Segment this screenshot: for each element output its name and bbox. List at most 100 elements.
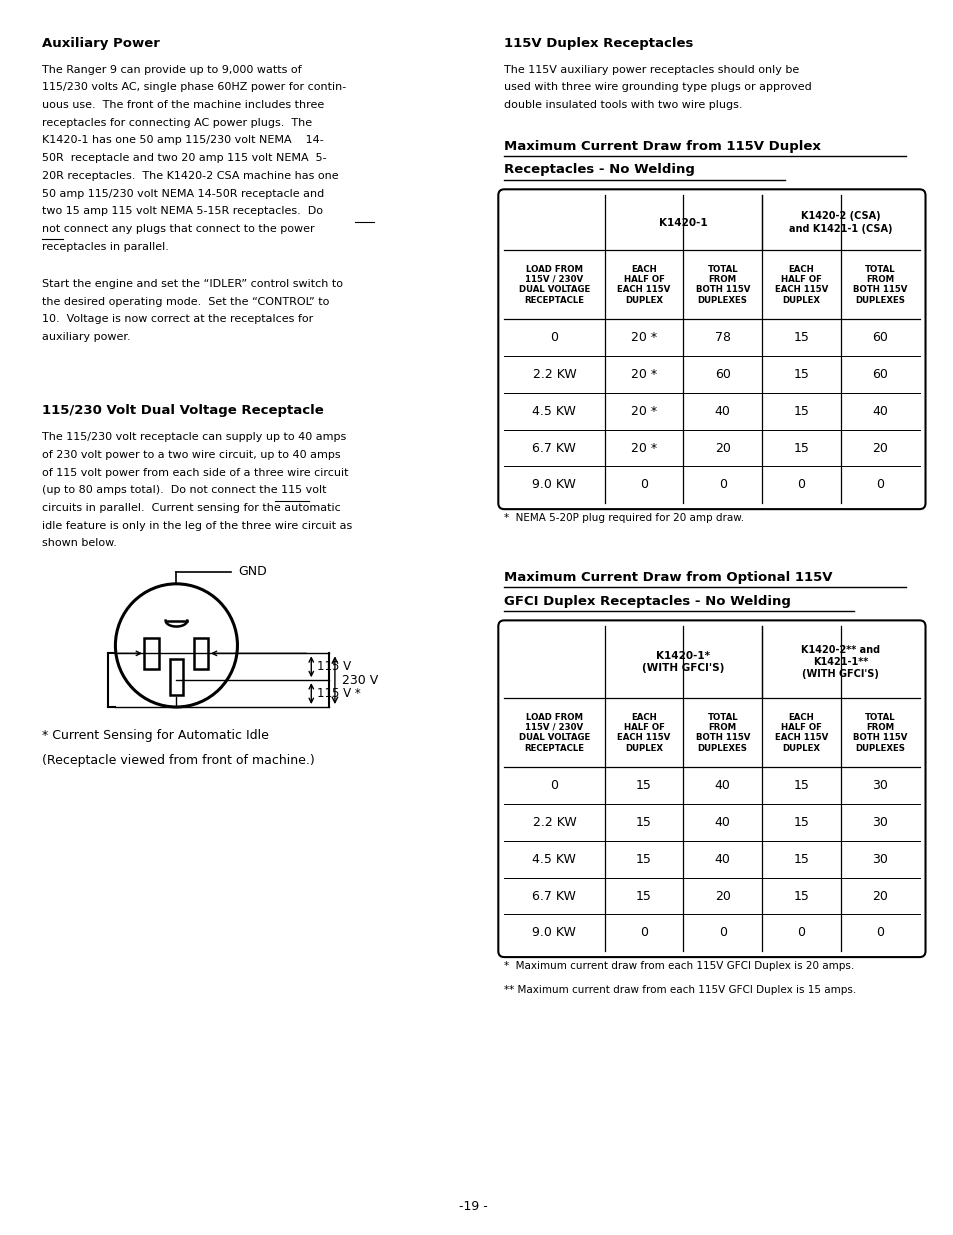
Text: 30: 30	[871, 852, 887, 866]
Text: 15: 15	[793, 852, 808, 866]
Text: (up to 80 amps total).  Do not connect the 115 volt: (up to 80 amps total). Do not connect th…	[42, 485, 326, 495]
Text: The 115V auxiliary power receptacles should only be: The 115V auxiliary power receptacles sho…	[504, 64, 799, 75]
Text: K1420-1*
(WITH GFCI'S): K1420-1* (WITH GFCI'S)	[641, 651, 723, 673]
Text: 20R receptacles.  The K1420-2 CSA machine has one: 20R receptacles. The K1420-2 CSA machine…	[42, 170, 338, 180]
Text: not connect any plugs that connect to the power: not connect any plugs that connect to th…	[42, 224, 314, 233]
Text: two 15 amp 115 volt NEMA 5-15R receptacles.  Do: two 15 amp 115 volt NEMA 5-15R receptacl…	[42, 206, 322, 216]
Text: *  Maximum current draw from each 115V GFCI Duplex is 20 amps.: * Maximum current draw from each 115V GF…	[504, 961, 854, 971]
Text: 20: 20	[871, 889, 887, 903]
Text: idle feature is only in the leg of the three wire circuit as: idle feature is only in the leg of the t…	[42, 521, 352, 531]
Text: 9.0 KW: 9.0 KW	[532, 926, 576, 940]
Text: 4.5 KW: 4.5 KW	[532, 405, 576, 417]
Text: 6.7 KW: 6.7 KW	[532, 442, 576, 454]
Text: 0: 0	[550, 331, 558, 345]
Text: uous use.  The front of the machine includes three: uous use. The front of the machine inclu…	[42, 100, 323, 110]
Text: 15: 15	[793, 779, 808, 793]
Text: TOTAL
FROM
BOTH 115V
DUPLEXES: TOTAL FROM BOTH 115V DUPLEXES	[695, 264, 749, 305]
Text: 15: 15	[636, 889, 651, 903]
Text: -19 -: -19 -	[458, 1200, 488, 1213]
Text: 15: 15	[793, 816, 808, 829]
Text: 115/230 volts AC, single phase 60HZ power for contin-: 115/230 volts AC, single phase 60HZ powe…	[42, 83, 345, 93]
Text: TOTAL
FROM
BOTH 115V
DUPLEXES: TOTAL FROM BOTH 115V DUPLEXES	[852, 713, 906, 752]
Text: K1420-1: K1420-1	[659, 217, 707, 227]
Text: 15: 15	[793, 442, 808, 454]
Text: 40: 40	[714, 779, 730, 793]
Text: 0: 0	[718, 926, 726, 940]
Text: EACH
HALF OF
EACH 115V
DUPLEX: EACH HALF OF EACH 115V DUPLEX	[774, 713, 827, 752]
Text: 50R  receptacle and two 20 amp 115 volt NEMA  5-: 50R receptacle and two 20 amp 115 volt N…	[42, 153, 326, 163]
Text: Start the engine and set the “IDLER” control switch to: Start the engine and set the “IDLER” con…	[42, 279, 342, 289]
Text: 0: 0	[639, 478, 647, 492]
Text: * Current Sensing for Automatic Idle: * Current Sensing for Automatic Idle	[42, 729, 268, 742]
Text: 0: 0	[639, 926, 647, 940]
Text: K1420-2** and
K1421-1**
(WITH GFCI'S): K1420-2** and K1421-1** (WITH GFCI'S)	[801, 645, 880, 679]
Text: Maximum Current Draw from Optional 115V: Maximum Current Draw from Optional 115V	[504, 571, 832, 584]
Text: ** Maximum current draw from each 115V GFCI Duplex is 15 amps.: ** Maximum current draw from each 115V G…	[504, 984, 856, 995]
Text: receptacles for connecting AC power plugs.  The: receptacles for connecting AC power plug…	[42, 117, 312, 127]
Text: 15: 15	[636, 816, 651, 829]
Text: 230 V: 230 V	[341, 673, 377, 687]
Text: 15: 15	[636, 852, 651, 866]
Text: 115/230 Volt Dual Voltage Receptacle: 115/230 Volt Dual Voltage Receptacle	[42, 404, 323, 417]
Text: 60: 60	[714, 368, 730, 382]
Text: 0: 0	[718, 478, 726, 492]
Text: K1420-2 (CSA)
and K1421-1 (CSA): K1420-2 (CSA) and K1421-1 (CSA)	[788, 211, 892, 233]
Text: 15: 15	[793, 405, 808, 417]
Text: GFCI Duplex Receptacles - No Welding: GFCI Duplex Receptacles - No Welding	[504, 594, 790, 608]
Text: 9.0 KW: 9.0 KW	[532, 478, 576, 492]
Text: 20 *: 20 *	[630, 368, 657, 382]
Text: 78: 78	[714, 331, 730, 345]
Text: 15: 15	[793, 331, 808, 345]
Text: 115V Duplex Receptacles: 115V Duplex Receptacles	[504, 37, 693, 49]
Text: 15: 15	[793, 368, 808, 382]
Text: 60: 60	[871, 368, 887, 382]
Text: 0: 0	[797, 478, 804, 492]
Text: Maximum Current Draw from 115V Duplex: Maximum Current Draw from 115V Duplex	[504, 140, 821, 153]
Text: 2.2 KW: 2.2 KW	[532, 816, 576, 829]
Text: 40: 40	[714, 816, 730, 829]
Text: 2.2 KW: 2.2 KW	[532, 368, 576, 382]
Text: 10.  Voltage is now correct at the receptalces for: 10. Voltage is now correct at the recept…	[42, 315, 313, 325]
Text: 20: 20	[714, 442, 730, 454]
Text: 115 V: 115 V	[316, 661, 351, 673]
Text: 20 *: 20 *	[630, 442, 657, 454]
Text: auxiliary power.: auxiliary power.	[42, 332, 130, 342]
Text: shown below.: shown below.	[42, 538, 116, 548]
Text: *  NEMA 5-20P plug required for 20 amp draw.: * NEMA 5-20P plug required for 20 amp dr…	[504, 513, 743, 524]
Text: 4.5 KW: 4.5 KW	[532, 852, 576, 866]
Text: TOTAL
FROM
BOTH 115V
DUPLEXES: TOTAL FROM BOTH 115V DUPLEXES	[852, 264, 906, 305]
Text: 20 *: 20 *	[630, 331, 657, 345]
Text: LOAD FROM
115V / 230V
DUAL VOLTAGE
RECEPTACLE: LOAD FROM 115V / 230V DUAL VOLTAGE RECEP…	[518, 264, 589, 305]
Text: circuits in parallel.  Current sensing for the automatic: circuits in parallel. Current sensing fo…	[42, 503, 340, 513]
Text: 40: 40	[714, 405, 730, 417]
Text: 115 V *: 115 V *	[316, 687, 360, 700]
Text: 50 amp 115/230 volt NEMA 14-50R receptacle and: 50 amp 115/230 volt NEMA 14-50R receptac…	[42, 189, 323, 199]
Text: 6.7 KW: 6.7 KW	[532, 889, 576, 903]
Text: double insulated tools with two wire plugs.: double insulated tools with two wire plu…	[504, 100, 742, 110]
Text: 0: 0	[797, 926, 804, 940]
Text: Auxiliary Power: Auxiliary Power	[42, 37, 159, 49]
Text: 0: 0	[875, 926, 883, 940]
Text: 60: 60	[871, 331, 887, 345]
Text: 0: 0	[875, 478, 883, 492]
Text: used with three wire grounding type plugs or approved: used with three wire grounding type plug…	[504, 83, 811, 93]
Text: 40: 40	[871, 405, 887, 417]
Text: 15: 15	[636, 779, 651, 793]
Text: The 115/230 volt receptacle can supply up to 40 amps: The 115/230 volt receptacle can supply u…	[42, 432, 345, 442]
Text: 40: 40	[714, 852, 730, 866]
Text: the desired operating mode.  Set the “CONTROL” to: the desired operating mode. Set the “CON…	[42, 296, 329, 306]
Text: of 230 volt power to a two wire circuit, up to 40 amps: of 230 volt power to a two wire circuit,…	[42, 450, 340, 459]
Text: LOAD FROM
115V / 230V
DUAL VOLTAGE
RECEPTACLE: LOAD FROM 115V / 230V DUAL VOLTAGE RECEP…	[518, 713, 589, 752]
Text: GND: GND	[238, 566, 267, 578]
Text: 15: 15	[793, 889, 808, 903]
Text: EACH
HALF OF
EACH 115V
DUPLEX: EACH HALF OF EACH 115V DUPLEX	[617, 713, 670, 752]
Text: 0: 0	[550, 779, 558, 793]
Text: of 115 volt power from each side of a three wire circuit: of 115 volt power from each side of a th…	[42, 468, 348, 478]
Text: 30: 30	[871, 779, 887, 793]
Text: K1420-1 has one 50 amp 115/230 volt NEMA    14-: K1420-1 has one 50 amp 115/230 volt NEMA…	[42, 136, 323, 146]
Text: Receptacles - No Welding: Receptacles - No Welding	[504, 163, 695, 177]
Text: 20: 20	[871, 442, 887, 454]
Text: EACH
HALF OF
EACH 115V
DUPLEX: EACH HALF OF EACH 115V DUPLEX	[774, 264, 827, 305]
Text: 20 *: 20 *	[630, 405, 657, 417]
Text: TOTAL
FROM
BOTH 115V
DUPLEXES: TOTAL FROM BOTH 115V DUPLEXES	[695, 713, 749, 752]
